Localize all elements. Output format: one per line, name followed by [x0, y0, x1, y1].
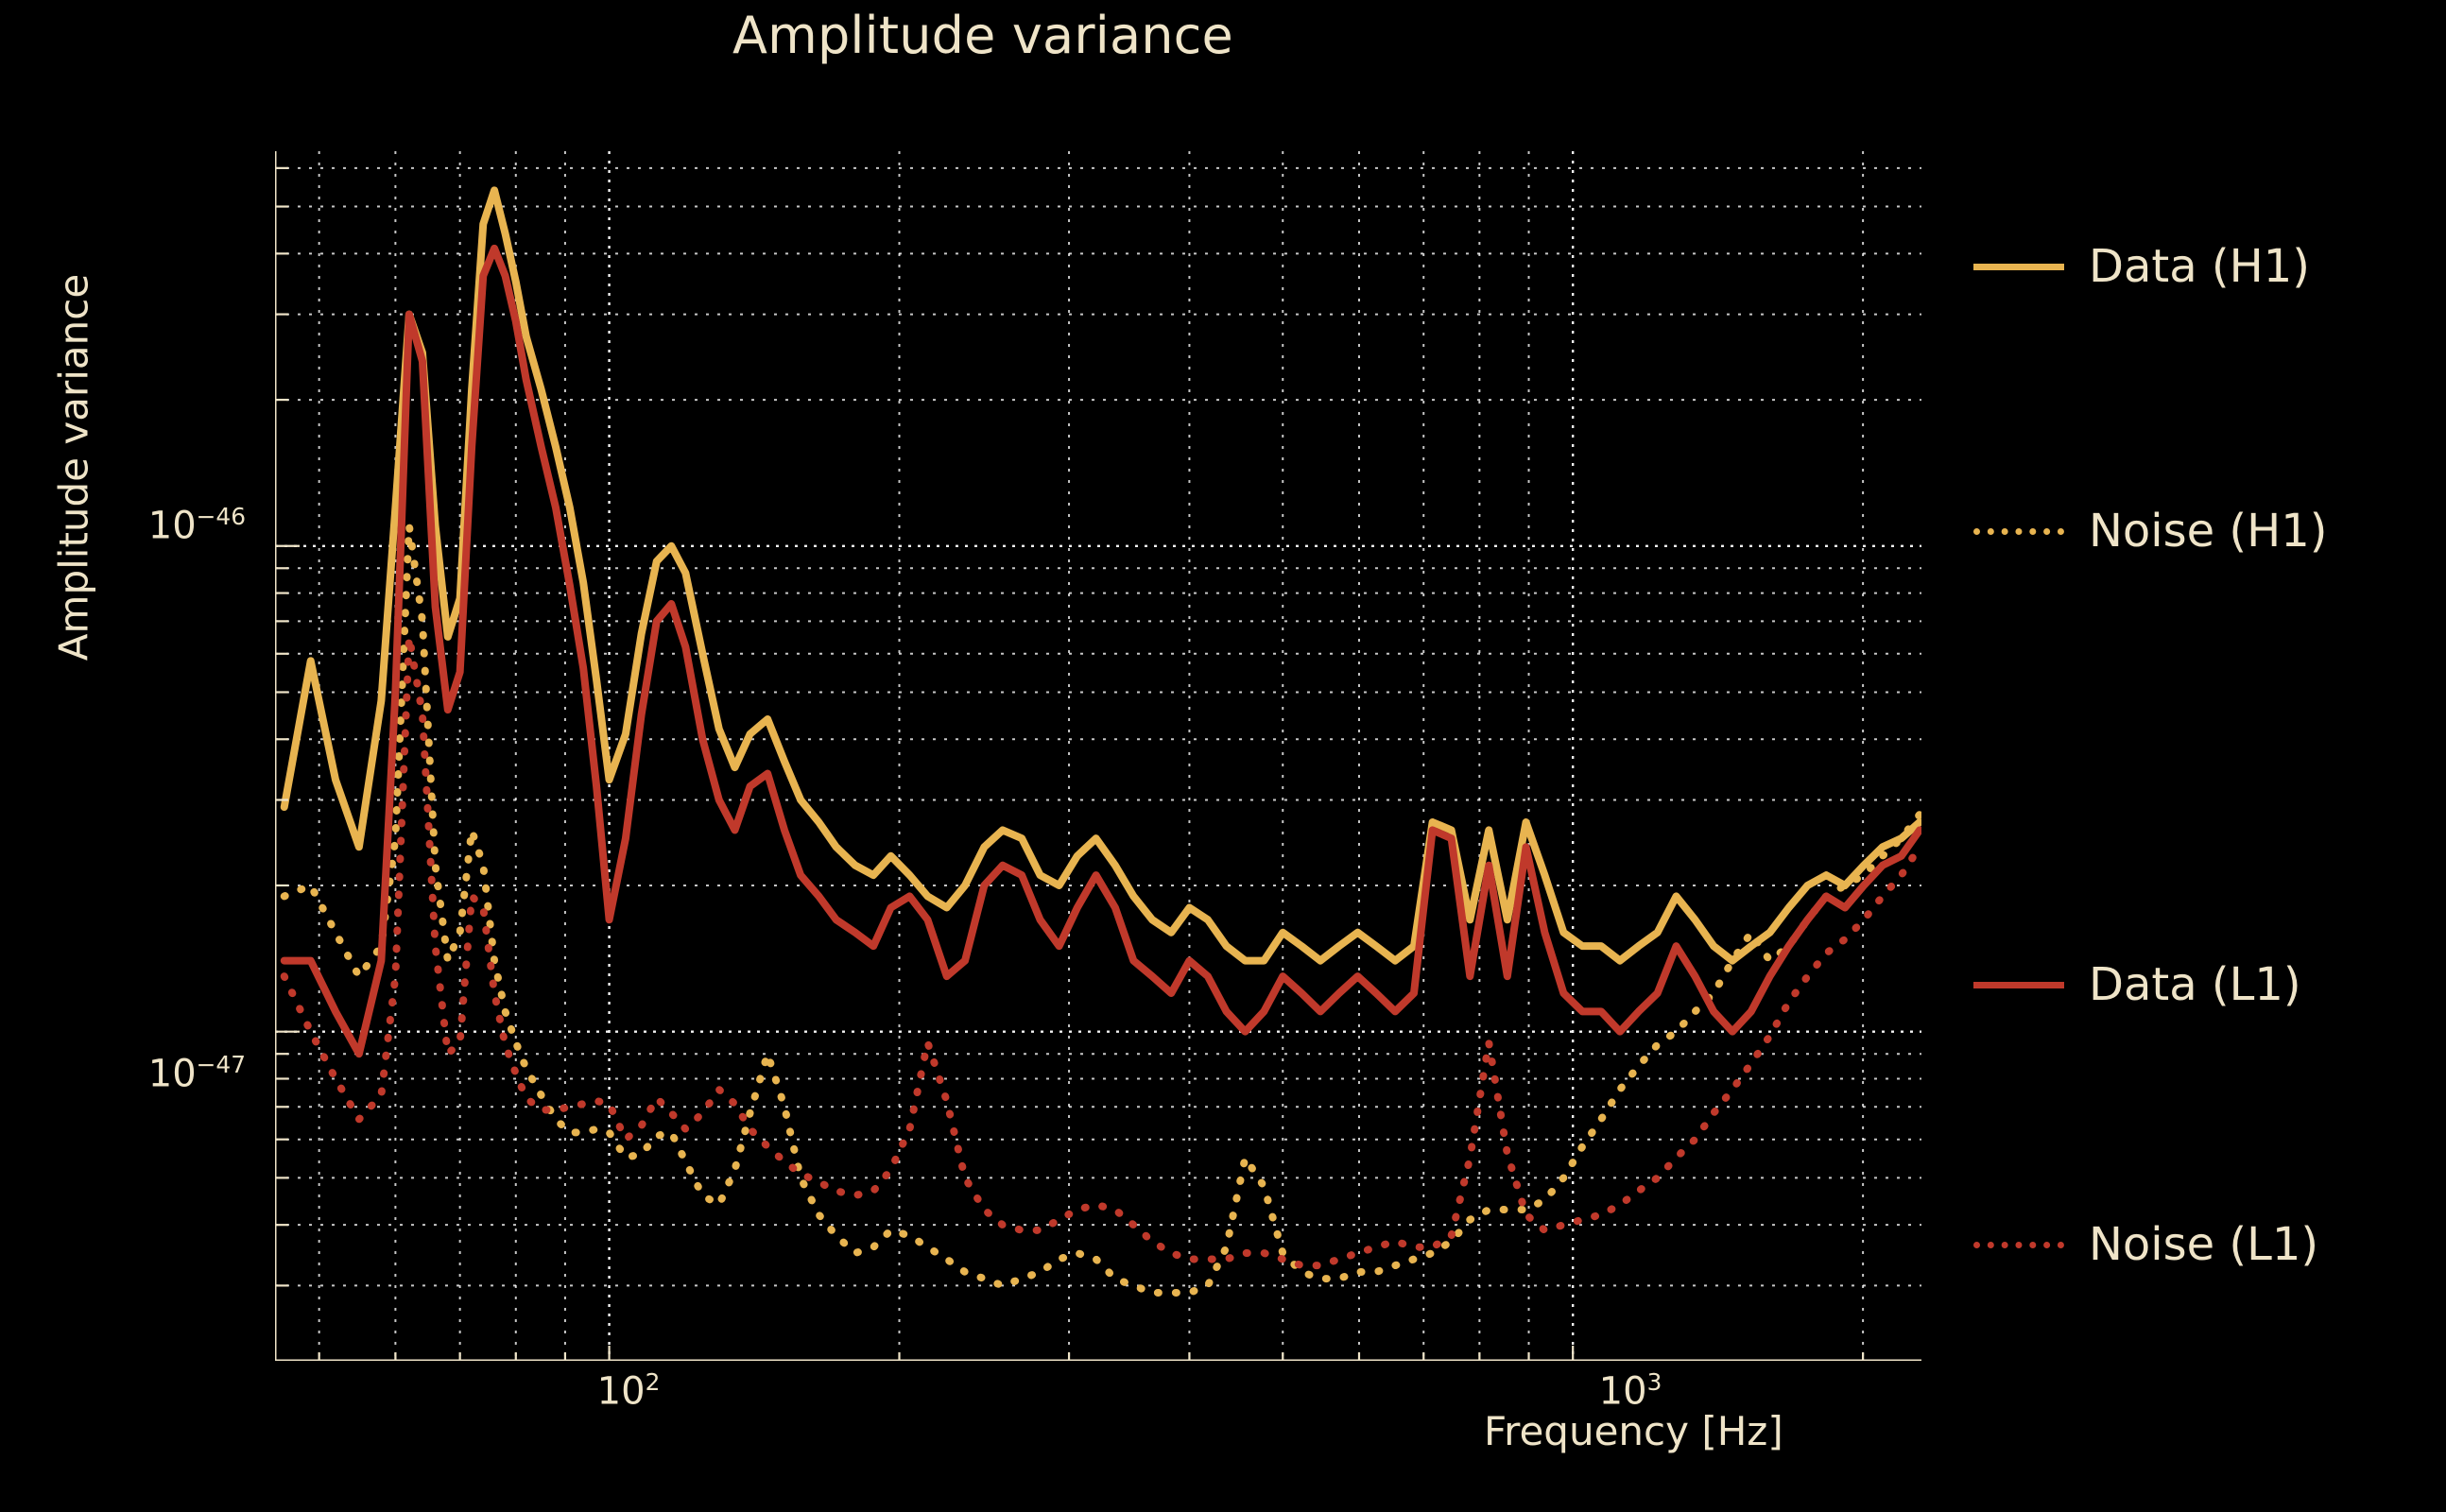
- y-axis-title: Amplitude variance: [50, 273, 97, 662]
- series-line: [280, 244, 1921, 1058]
- legend-label: Data (H1): [2089, 240, 2310, 293]
- series-line: [280, 632, 1921, 1270]
- chart-svg: [275, 151, 1921, 1361]
- legend-item[interactable]: Data (H1): [1973, 236, 2310, 297]
- legend-item[interactable]: Noise (L1): [1973, 1214, 2318, 1275]
- y-axis-tick-label: 10−46: [147, 503, 246, 548]
- page-title: Amplitude variance: [732, 6, 1233, 65]
- x-axis-title: Frequency [Hz]: [1484, 1408, 1783, 1454]
- legend-item[interactable]: Data (L1): [1973, 954, 2301, 1015]
- x-axis-tick-label: 103: [1598, 1368, 1662, 1414]
- series-line: [280, 186, 1921, 965]
- legend-label: Data (L1): [2089, 958, 2301, 1011]
- legend-swatch-solid-icon: [1973, 981, 2064, 988]
- legend-swatch-dotted-icon: [1973, 527, 2064, 535]
- data-series-layer: [280, 186, 1921, 1297]
- legend-swatch-dotted-icon: [1973, 1241, 2064, 1248]
- series-line: [280, 522, 1921, 1297]
- legend-label: Noise (L1): [2089, 1218, 2319, 1271]
- axis-ticks: [275, 166, 1865, 1361]
- legend: Data (H1) Noise (H1) Data (L1) Noise (L1): [1973, 0, 2446, 1512]
- legend-label: Noise (H1): [2089, 505, 2328, 558]
- x-axis-tick-label: 102: [596, 1368, 661, 1414]
- legend-item[interactable]: Noise (H1): [1973, 501, 2328, 561]
- y-axis-tick-label: 10−47: [147, 1051, 246, 1096]
- legend-swatch-solid-icon: [1973, 263, 2064, 270]
- plot-area: [275, 151, 1921, 1361]
